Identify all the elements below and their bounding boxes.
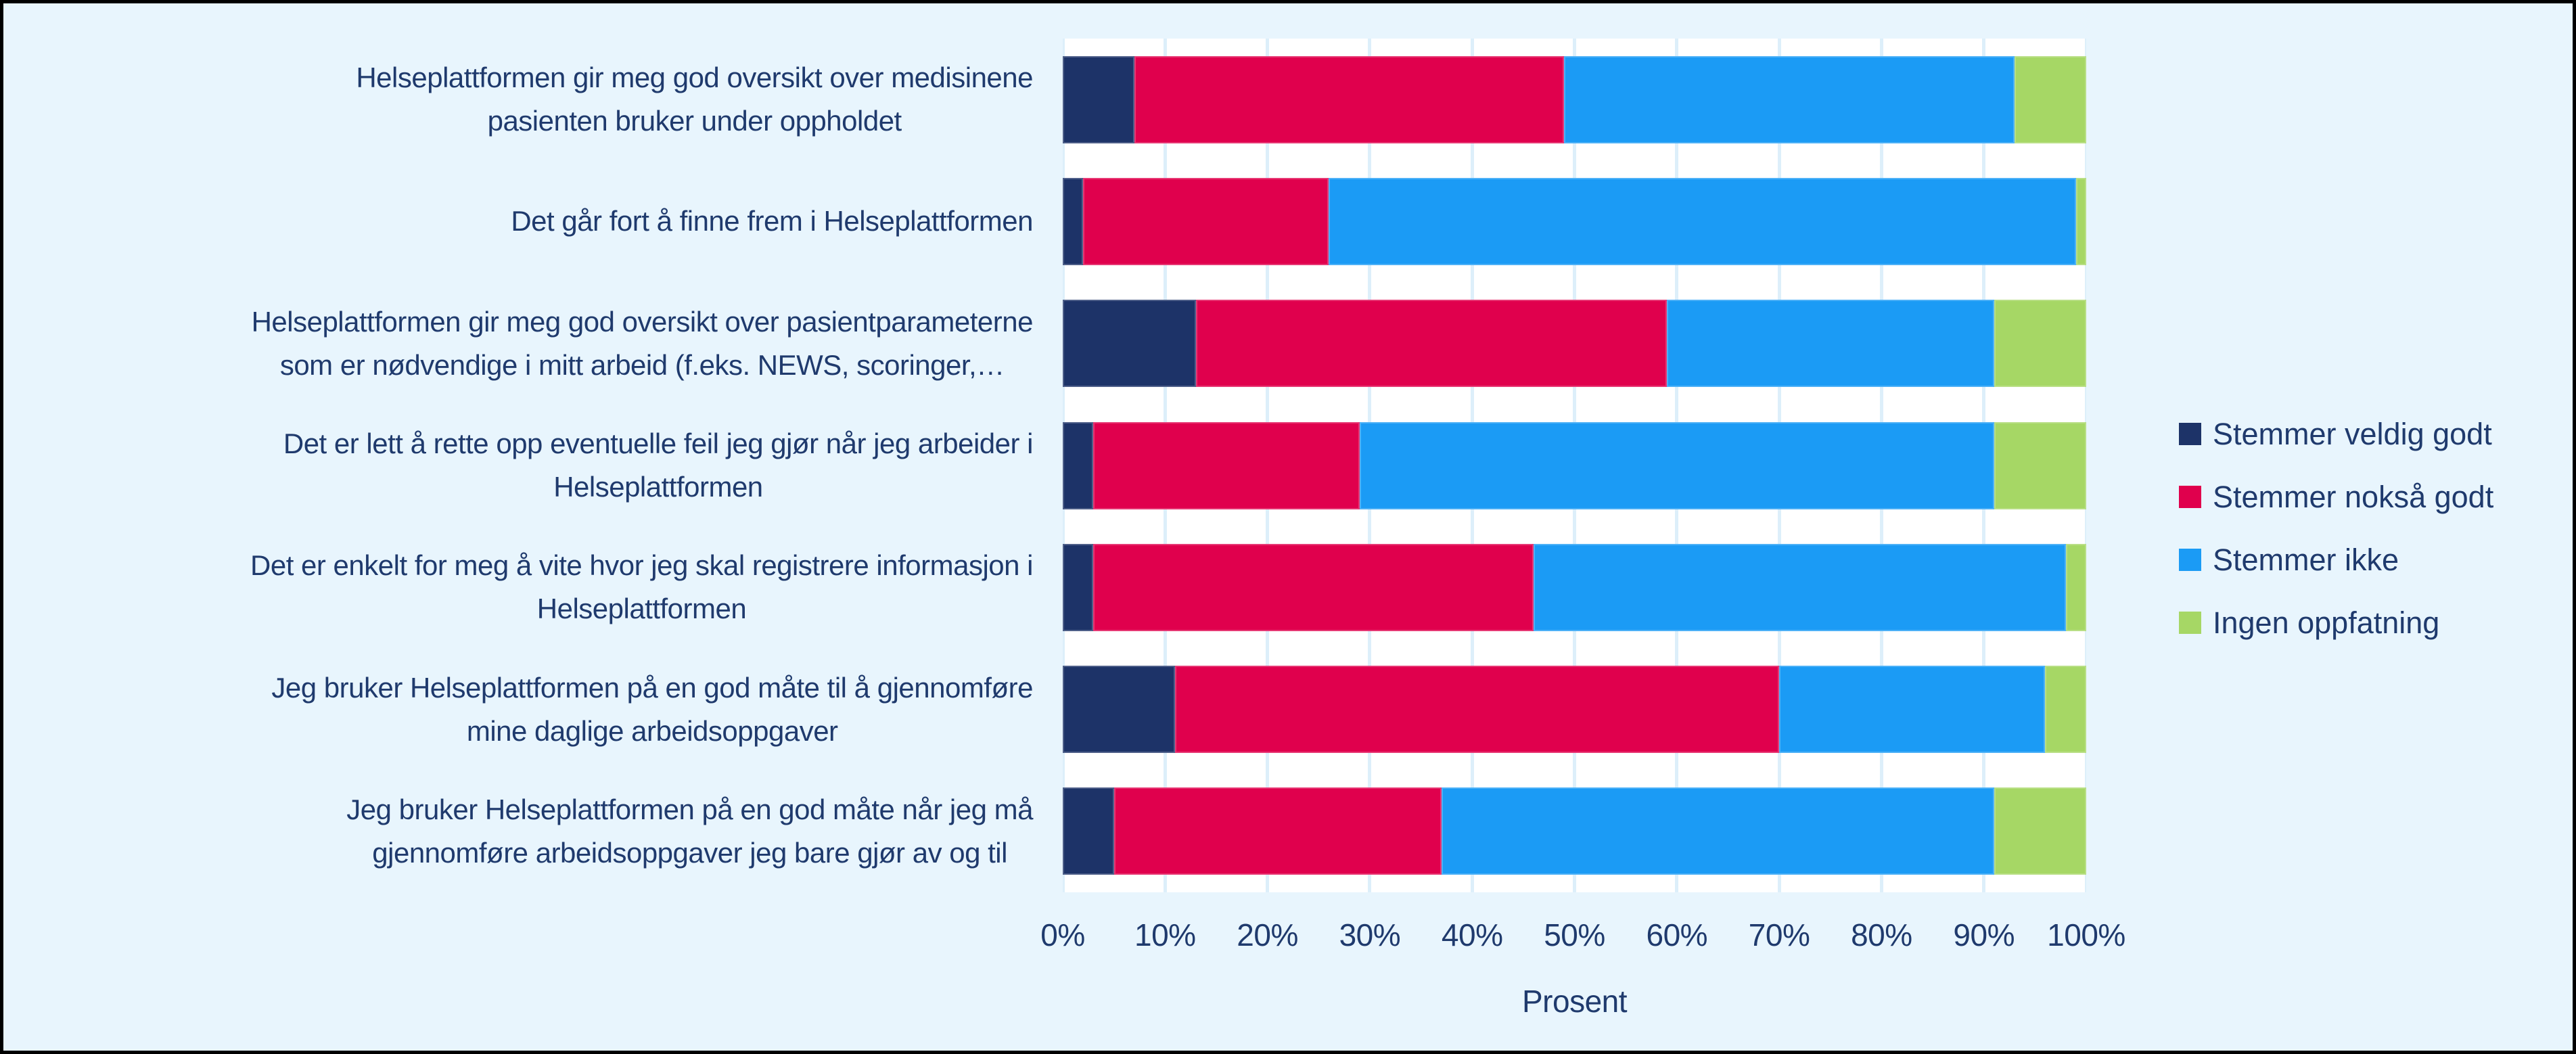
- legend-label: Stemmer ikke: [2213, 542, 2399, 577]
- category-label: Jeg bruker Helseplattformen på en god må…: [346, 793, 1033, 869]
- x-tick-label: 90%: [1953, 917, 2015, 953]
- bar-segment-stemmer-veldig-godt: [1063, 421, 1094, 509]
- bar-segment-ingen-oppfatning: [1994, 421, 2086, 509]
- category-label: Det går fort å finne frem i Helseplattfo…: [511, 205, 1033, 237]
- bar-segment-stemmer-ikke: [1329, 177, 2076, 265]
- bar-segment-stemmer-veldig-godt: [1063, 666, 1176, 754]
- bar-segment-stemmer-veldig-godt: [1063, 300, 1196, 388]
- bar-segment-stemmer-ikke: [1533, 543, 2066, 631]
- x-tick-label: 70%: [1748, 917, 1810, 953]
- bar-segment-ingen-oppfatning: [2045, 666, 2086, 754]
- category-label: Det er enkelt for meg å vite hvor jeg sk…: [250, 549, 1034, 625]
- bar-segment-stemmer-veldig-godt: [1063, 787, 1114, 875]
- bar-row: [1063, 177, 2086, 265]
- bar-segment-ingen-oppfatning: [1994, 787, 2086, 875]
- bar-segment-stemmer-ikke: [1666, 300, 1994, 388]
- bar-segment-stemmer-noks-godt: [1113, 787, 1442, 875]
- bar-row: [1063, 543, 2086, 631]
- bar-segment-stemmer-ikke: [1441, 787, 1994, 875]
- legend-label: Ingen oppfatning: [2213, 605, 2440, 640]
- x-tick-label: 100%: [2047, 917, 2125, 953]
- bar-segment-stemmer-noks-godt: [1093, 543, 1534, 631]
- bar-segment-ingen-oppfatning: [2075, 177, 2086, 265]
- bar-row: [1063, 787, 2086, 875]
- bar-segment-stemmer-veldig-godt: [1063, 177, 1084, 265]
- x-tick-label: 30%: [1339, 917, 1401, 953]
- plot-area: [1063, 39, 2086, 892]
- x-tick-label: 50%: [1544, 917, 1605, 953]
- bar-row: [1063, 421, 2086, 509]
- x-tick-label: 0%: [1040, 917, 1085, 953]
- bar-segment-ingen-oppfatning: [2015, 55, 2086, 143]
- legend-label: Stemmer veldig godt: [2213, 416, 2492, 451]
- bar-row: [1063, 666, 2086, 754]
- legend-label: Stemmer nokså godt: [2213, 479, 2494, 514]
- bar-segment-stemmer-noks-godt: [1175, 666, 1780, 754]
- legend-entry-ingen-oppfatning: Ingen oppfatning: [2179, 591, 2493, 654]
- category-label: Det er lett å rette opp eventuelle feil …: [283, 428, 1034, 503]
- x-tick-label: 60%: [1646, 917, 1708, 953]
- bar-segment-stemmer-veldig-godt: [1063, 543, 1094, 631]
- bar-segment-stemmer-noks-godt: [1195, 300, 1667, 388]
- legend-entry-stemmer-noks-godt: Stemmer nokså godt: [2179, 465, 2493, 528]
- bar-segment-ingen-oppfatning: [1994, 300, 2086, 388]
- bar-segment-stemmer-veldig-godt: [1063, 55, 1134, 143]
- legend-entry-stemmer-veldig-godt: Stemmer veldig godt: [2179, 403, 2493, 465]
- legend-entry-stemmer-ikke: Stemmer ikke: [2179, 528, 2493, 591]
- bar-segment-stemmer-noks-godt: [1083, 177, 1329, 265]
- bar-segment-stemmer-ikke: [1779, 666, 2046, 754]
- legend-swatch-icon: [2179, 612, 2201, 634]
- x-tick-label: 40%: [1441, 917, 1503, 953]
- legend-swatch-icon: [2179, 549, 2201, 571]
- bar-segment-stemmer-noks-godt: [1134, 55, 1565, 143]
- legend: Stemmer veldig godt Stemmer nokså godt Ste…: [2179, 403, 2493, 654]
- bar-segment-stemmer-ikke: [1564, 55, 2015, 143]
- category-label: Jeg bruker Helseplattformen på en god må…: [271, 671, 1033, 747]
- legend-swatch-icon: [2179, 423, 2201, 445]
- bar-row: [1063, 55, 2086, 143]
- bar-segment-ingen-oppfatning: [2065, 543, 2086, 631]
- category-label: Helseplattformen gir meg god oversikt ov…: [356, 62, 1033, 137]
- category-label: Helseplattformen gir meg god oversikt ov…: [251, 305, 1034, 381]
- bar-segment-stemmer-ikke: [1359, 421, 1994, 509]
- bar-row: [1063, 300, 2086, 388]
- legend-swatch-icon: [2179, 486, 2201, 508]
- bar-segment-stemmer-noks-godt: [1093, 421, 1360, 509]
- x-axis-title: Prosent: [1521, 984, 1628, 1019]
- x-tick-label: 10%: [1134, 917, 1196, 953]
- x-tick-label: 80%: [1851, 917, 1912, 953]
- x-tick-label: 20%: [1237, 917, 1298, 953]
